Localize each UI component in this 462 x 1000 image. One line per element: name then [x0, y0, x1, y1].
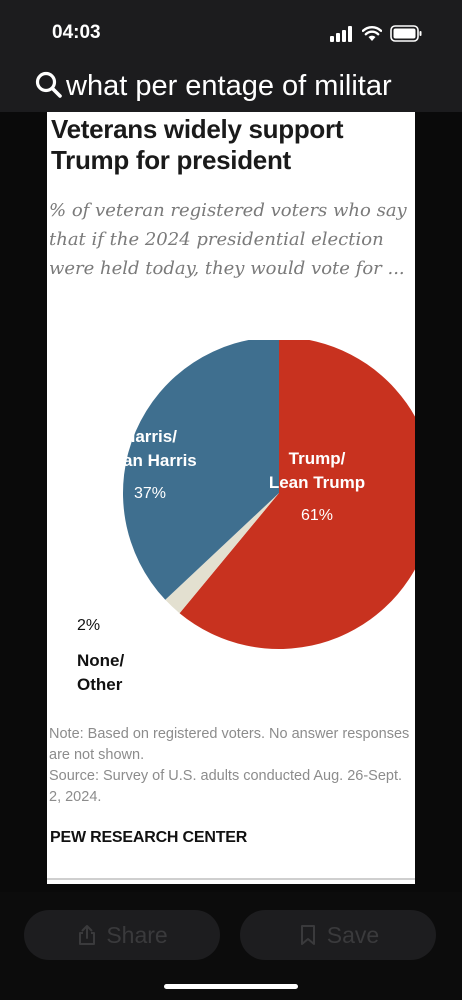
- slice-value-label: 37%: [134, 485, 166, 502]
- slice-value-label: 2%: [77, 617, 100, 634]
- card-bottom-divider: [47, 878, 415, 880]
- slice-label: Other: [77, 675, 123, 694]
- search-icon: [35, 71, 62, 98]
- org-name: PEW RESEARCH CENTER: [50, 829, 248, 846]
- search-bar[interactable]: what per entage of militar: [0, 60, 462, 112]
- chart-subtitle: % of veteran registered voters who say t…: [49, 200, 407, 279]
- home-indicator: [164, 984, 298, 989]
- slice-label: None/: [77, 651, 125, 670]
- bookmark-icon: [300, 925, 315, 945]
- pie-slice: [165, 493, 279, 614]
- share-icon: [79, 925, 96, 945]
- chart-note: Note: Based on registered voters. No ans…: [49, 726, 410, 763]
- save-button[interactable]: Save: [240, 910, 436, 960]
- slice-value-label: 61%: [301, 507, 333, 524]
- chart-image: Veterans widely support Trump for presid…: [47, 112, 415, 884]
- image-viewer[interactable]: Veterans widely support Trump for presid…: [0, 112, 462, 892]
- search-query[interactable]: what per entage of militar: [66, 70, 392, 102]
- wifi-icon: [362, 26, 382, 41]
- save-label: Save: [326, 921, 380, 948]
- signal-icon: [330, 26, 352, 42]
- status-time: 04:03: [52, 22, 101, 43]
- action-bar: Share Save: [0, 892, 462, 1000]
- slice-label: Lean Harris: [103, 451, 197, 470]
- chart-source: Source: Survey of U.S. adults conducted …: [49, 768, 403, 805]
- battery-icon: [390, 25, 422, 42]
- pie-slice: [179, 340, 415, 649]
- pie-slice: [123, 340, 279, 600]
- share-button[interactable]: Share: [24, 910, 220, 960]
- status-bar: 04:03: [0, 0, 462, 60]
- slice-label: Harris/: [123, 427, 177, 446]
- slice-label: Lean Trump: [269, 473, 365, 492]
- share-label: Share: [106, 921, 168, 948]
- slice-label: Trump/: [289, 449, 346, 468]
- chart-title: Veterans widely support Trump for presid…: [51, 114, 344, 175]
- pie-chart: Trump/Lean Trump 61% 2% None/Other Harris/Le…: [77, 340, 415, 694]
